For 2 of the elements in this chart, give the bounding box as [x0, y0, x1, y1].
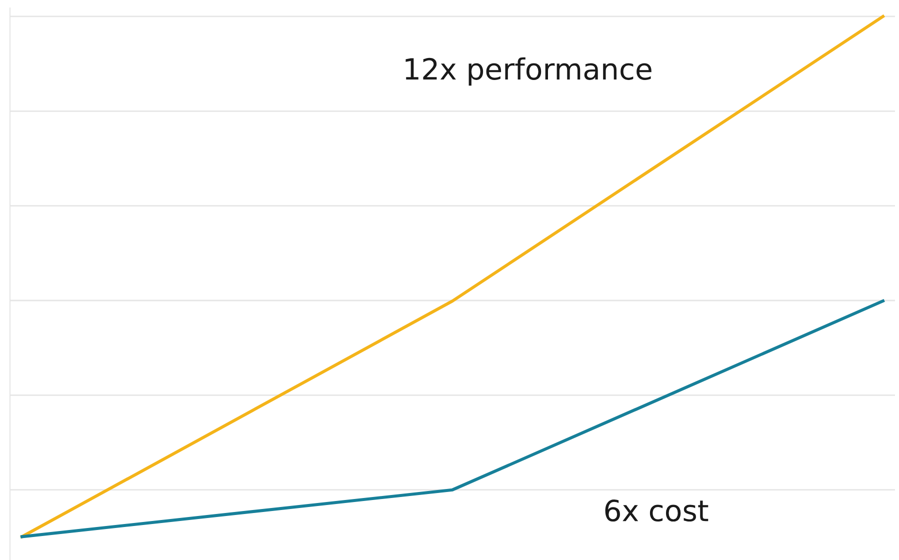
text: 12x performance: [406, 57, 652, 86]
text: 6x cost: [605, 499, 708, 522]
